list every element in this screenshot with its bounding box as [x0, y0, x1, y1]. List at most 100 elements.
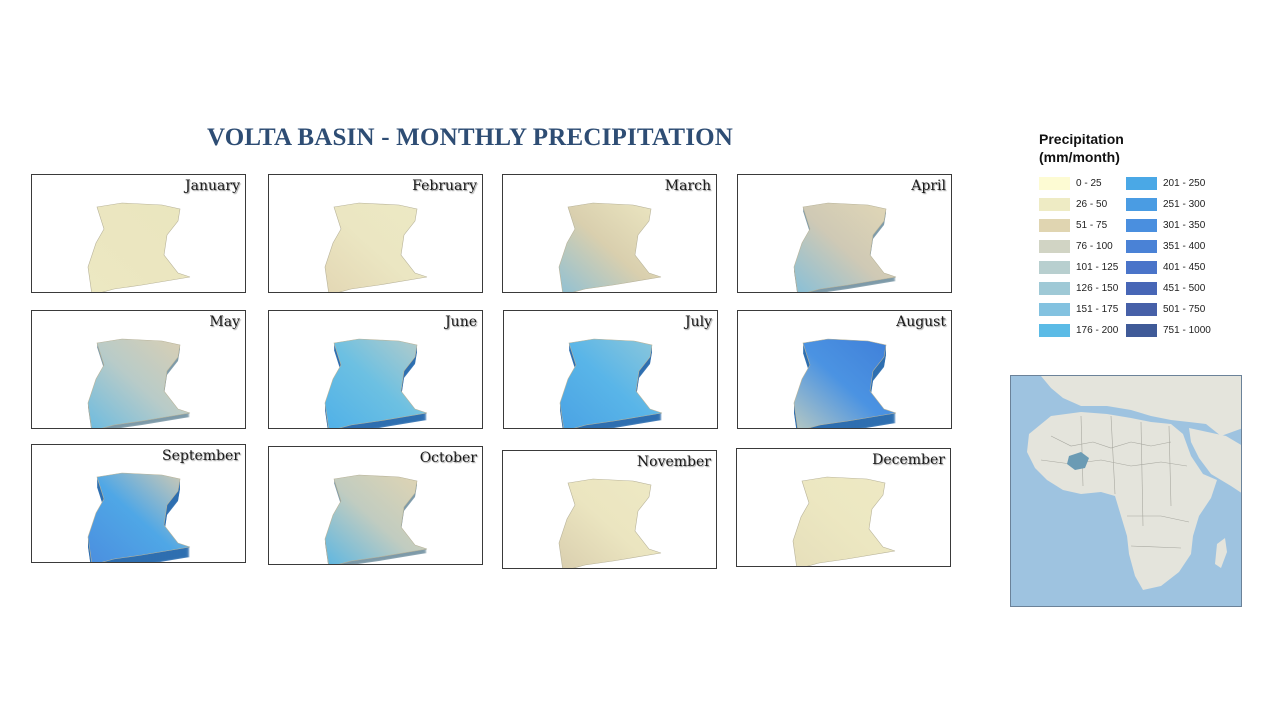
legend-item: 26 - 50 — [1039, 197, 1107, 211]
basin-surface — [87, 338, 191, 428]
legend-item: 176 - 200 — [1039, 323, 1118, 337]
basin-surface — [793, 338, 897, 428]
month-label: October — [419, 450, 477, 466]
basin-surface — [324, 338, 428, 428]
basin-surface — [793, 202, 897, 292]
legend-label: 401 - 450 — [1163, 261, 1206, 273]
month-panel-november: November — [502, 450, 717, 569]
basin-surface — [559, 338, 663, 428]
month-label: March — [664, 178, 711, 194]
month-label: January — [185, 178, 240, 194]
legend-item: 126 - 150 — [1039, 281, 1118, 295]
basin-map-may — [87, 338, 191, 428]
legend-label: 151 - 175 — [1076, 303, 1119, 315]
basin-map-february — [324, 202, 428, 292]
basin-map-december — [792, 476, 896, 566]
month-panel-october: October — [268, 446, 483, 565]
legend-label: 351 - 400 — [1163, 240, 1206, 252]
month-label: July — [684, 314, 712, 330]
legend-label: 751 - 1000 — [1163, 324, 1211, 336]
madagascar — [1215, 538, 1227, 568]
legend-item: 76 - 100 — [1039, 239, 1113, 253]
basin-surface — [324, 202, 428, 292]
legend-label: 76 - 100 — [1076, 240, 1113, 252]
legend-item: 301 - 350 — [1126, 218, 1205, 232]
basin-surface — [792, 476, 896, 566]
arabian-peninsula — [1189, 428, 1241, 493]
legend-label: 101 - 125 — [1076, 261, 1119, 273]
legend-swatch — [1126, 323, 1157, 337]
month-panel-september: September — [31, 444, 246, 563]
basin-surface — [558, 202, 662, 292]
month-label: November — [636, 454, 711, 470]
basin-surface — [324, 474, 428, 564]
month-label: September — [162, 448, 240, 464]
eurasia-landmass — [1041, 376, 1241, 436]
legend-swatch — [1126, 302, 1157, 316]
legend-item: 251 - 300 — [1126, 197, 1205, 211]
month-panel-june: June — [268, 310, 483, 429]
legend-swatch — [1126, 239, 1157, 253]
volta-basin-highlight — [1067, 452, 1089, 470]
legend-label: 51 - 75 — [1076, 219, 1108, 231]
legend-label: 501 - 750 — [1163, 303, 1206, 315]
legend-label: 176 - 200 — [1076, 324, 1119, 336]
legend-item: 0 - 25 — [1039, 176, 1102, 190]
africa-locator-map — [1010, 375, 1242, 607]
legend-swatch — [1039, 218, 1070, 232]
legend-label: 451 - 500 — [1163, 282, 1206, 294]
month-panel-march: March — [502, 174, 717, 293]
basin-map-september — [87, 472, 191, 562]
basin-surface — [87, 472, 191, 562]
legend-swatch — [1126, 218, 1157, 232]
legend-swatch — [1039, 176, 1070, 190]
month-label: August — [896, 314, 946, 330]
basin-map-october — [324, 474, 428, 564]
legend-swatch — [1039, 323, 1070, 337]
map-title: VOLTA BASIN - MONTHLY PRECIPITATION — [207, 124, 734, 151]
month-panel-december: December — [736, 448, 951, 567]
month-label: February — [412, 178, 477, 194]
basin-map-august — [793, 338, 897, 428]
month-panel-august: August — [737, 310, 952, 429]
legend-label: 26 - 50 — [1076, 198, 1108, 210]
legend-title: Precipitation (mm/month) — [1039, 131, 1124, 165]
basin-map-january — [87, 202, 191, 292]
basin-surface — [558, 478, 662, 568]
month-panel-april: April — [737, 174, 952, 293]
month-panel-february: February — [268, 174, 483, 293]
month-label: May — [209, 314, 240, 330]
basin-map-june — [324, 338, 428, 428]
legend-label: 126 - 150 — [1076, 282, 1119, 294]
month-panel-july: July — [503, 310, 718, 429]
legend-swatch — [1126, 176, 1157, 190]
month-panel-may: May — [31, 310, 246, 429]
legend-label: 301 - 350 — [1163, 219, 1206, 231]
legend-swatch — [1039, 239, 1070, 253]
country-borders — [1040, 415, 1190, 549]
legend-swatch — [1126, 197, 1157, 211]
basin-surface — [87, 202, 191, 292]
legend-label: 201 - 250 — [1163, 177, 1206, 189]
legend-item: 751 - 1000 — [1126, 323, 1211, 337]
month-label: June — [445, 314, 477, 330]
legend-item: 501 - 750 — [1126, 302, 1205, 316]
legend-item: 401 - 450 — [1126, 260, 1205, 274]
legend-swatch — [1039, 197, 1070, 211]
legend-item: 201 - 250 — [1126, 176, 1205, 190]
legend-item: 351 - 400 — [1126, 239, 1205, 253]
legend-swatch — [1039, 302, 1070, 316]
basin-map-march — [558, 202, 662, 292]
legend-swatch — [1039, 281, 1070, 295]
legend-item: 51 - 75 — [1039, 218, 1107, 232]
month-label: December — [872, 452, 945, 468]
basin-map-april — [793, 202, 897, 292]
precipitation-legend: Precipitation (mm/month) 0 - 25 26 - 50 51… — [1039, 130, 1239, 337]
legend-item: 101 - 125 — [1039, 260, 1118, 274]
month-panel-january: January — [31, 174, 246, 293]
legend-swatch — [1039, 260, 1070, 274]
legend-item: 451 - 500 — [1126, 281, 1205, 295]
basin-map-july — [559, 338, 663, 428]
legend-label: 251 - 300 — [1163, 198, 1206, 210]
legend-item: 151 - 175 — [1039, 302, 1118, 316]
